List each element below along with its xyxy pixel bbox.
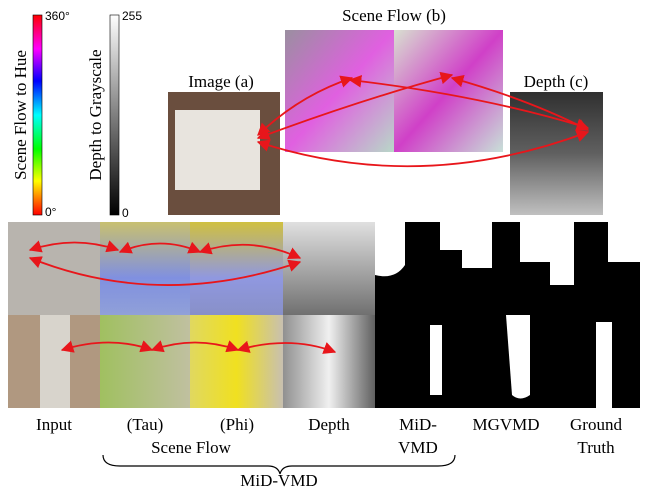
mask-white [430,325,442,395]
group-label: Scene Flow [151,438,232,457]
figure: 360° 0° Scene Flow to Hue 255 0 Depth to… [0,0,646,493]
brace-label: MiD-VMD [240,471,317,490]
phi-image [190,222,283,315]
colorbar-max: 360° [45,9,70,23]
depth-image [283,315,375,408]
scene-flow-b [285,30,394,152]
mask [375,315,462,408]
column-label: MiD- [399,415,437,434]
panel-title: Image (a) [188,72,254,91]
panel-title: Scene Flow (b) [342,6,446,25]
hue-colorbar [33,15,42,215]
tau-image [100,315,190,408]
column-label: MGVMD [472,415,539,434]
colorbar-min: 0 [122,206,129,220]
colorbar-label: Depth to Grayscale [86,49,105,180]
colorbar-label: Scene Flow to Hue [11,50,30,180]
column-label: Ground [570,415,622,434]
phi-image [190,315,283,408]
mask-white [596,322,612,408]
input-image [8,222,100,315]
depth-image [283,222,375,315]
column-label: (Phi) [220,415,254,434]
column-label: Truth [577,438,615,457]
colorbar-max: 255 [122,9,142,23]
panel-title: Depth (c) [524,72,589,91]
mask [462,315,550,408]
scene-flow-b [394,30,503,152]
column-label: (Tau) [127,415,164,434]
column-label: Input [36,415,72,434]
input-door [40,315,70,408]
image-a-mirror [175,110,260,190]
tau-image [100,222,190,315]
column-label: VMD [398,438,438,457]
gray-colorbar [110,15,119,215]
column-labels: Input (Tau) (Phi) Depth MiD- VMD MGVMD Ground Tr… [36,415,622,457]
mask [550,315,640,408]
column-label: Depth [308,415,350,434]
colorbar-min: 0° [45,205,57,219]
